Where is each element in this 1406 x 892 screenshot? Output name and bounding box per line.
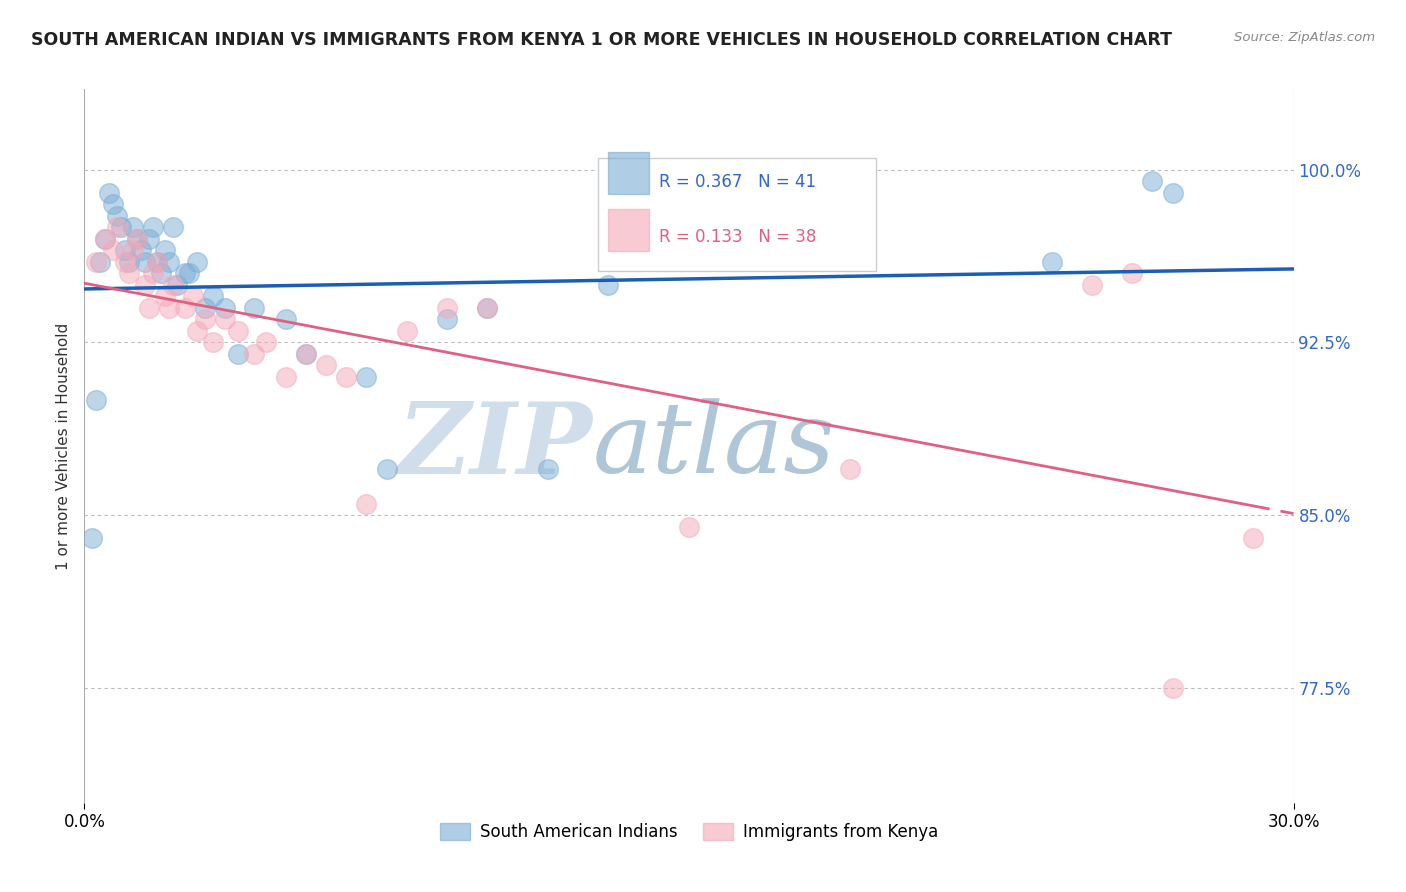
Point — [153, 244, 176, 258]
Point — [134, 277, 156, 292]
Point — [101, 197, 124, 211]
Point — [436, 312, 458, 326]
Point — [97, 186, 120, 200]
Point — [118, 266, 141, 280]
Text: ZIP: ZIP — [398, 398, 592, 494]
Point — [162, 277, 184, 292]
Point — [226, 324, 249, 338]
Point — [477, 301, 499, 315]
Point — [174, 301, 197, 315]
Point — [1081, 277, 1104, 292]
Point — [295, 347, 318, 361]
Point — [194, 301, 217, 315]
Point — [121, 244, 143, 258]
Point — [186, 324, 208, 338]
FancyBboxPatch shape — [607, 152, 650, 194]
Point — [202, 335, 225, 350]
Point — [174, 266, 197, 280]
Point — [214, 312, 236, 326]
Y-axis label: 1 or more Vehicles in Household: 1 or more Vehicles in Household — [56, 322, 72, 570]
Point — [1142, 174, 1164, 188]
Point — [129, 244, 152, 258]
Point — [395, 324, 418, 338]
Legend: South American Indians, Immigrants from Kenya: South American Indians, Immigrants from … — [433, 816, 945, 848]
Point — [149, 266, 172, 280]
Point — [295, 347, 318, 361]
Point — [356, 370, 378, 384]
Point — [678, 519, 700, 533]
Point — [477, 301, 499, 315]
FancyBboxPatch shape — [599, 159, 876, 271]
Point — [101, 244, 124, 258]
Point — [226, 347, 249, 361]
Point — [114, 244, 136, 258]
Text: Source: ZipAtlas.com: Source: ZipAtlas.com — [1234, 31, 1375, 45]
Point — [93, 232, 115, 246]
Point — [142, 220, 165, 235]
Point — [186, 255, 208, 269]
Point — [202, 289, 225, 303]
Point — [138, 232, 160, 246]
Point — [1121, 266, 1143, 280]
Point — [134, 255, 156, 269]
Point — [1161, 681, 1184, 695]
Point — [181, 289, 204, 303]
Point — [315, 359, 337, 373]
Point — [125, 232, 148, 246]
Point — [86, 255, 108, 269]
Point — [110, 220, 132, 235]
Point — [1161, 186, 1184, 200]
Point — [93, 232, 115, 246]
FancyBboxPatch shape — [607, 209, 650, 252]
Point — [125, 232, 148, 246]
Point — [157, 301, 180, 315]
Point — [89, 255, 111, 269]
Point — [162, 220, 184, 235]
Point — [157, 255, 180, 269]
Point — [274, 312, 297, 326]
Point — [839, 462, 862, 476]
Point — [1040, 255, 1063, 269]
Point — [118, 255, 141, 269]
Point — [153, 289, 176, 303]
Point — [356, 497, 378, 511]
Point — [1241, 531, 1264, 545]
Point — [146, 255, 169, 269]
Point — [82, 531, 104, 545]
Point — [335, 370, 357, 384]
Point — [598, 277, 620, 292]
Point — [375, 462, 398, 476]
Point — [166, 277, 188, 292]
Point — [214, 301, 236, 315]
Point — [114, 255, 136, 269]
Point — [146, 255, 169, 269]
Point — [242, 347, 264, 361]
Point — [105, 220, 128, 235]
Point — [537, 462, 560, 476]
Point — [142, 266, 165, 280]
Point — [274, 370, 297, 384]
Text: R = 0.133   N = 38: R = 0.133 N = 38 — [659, 228, 815, 246]
Point — [86, 392, 108, 407]
Point — [105, 209, 128, 223]
Text: atlas: atlas — [592, 399, 835, 493]
Point — [138, 301, 160, 315]
Point — [194, 312, 217, 326]
Point — [436, 301, 458, 315]
Point — [121, 220, 143, 235]
Text: SOUTH AMERICAN INDIAN VS IMMIGRANTS FROM KENYA 1 OR MORE VEHICLES IN HOUSEHOLD C: SOUTH AMERICAN INDIAN VS IMMIGRANTS FROM… — [31, 31, 1173, 49]
Text: R = 0.367   N = 41: R = 0.367 N = 41 — [659, 173, 815, 191]
Point — [242, 301, 264, 315]
Point — [254, 335, 277, 350]
Point — [179, 266, 201, 280]
